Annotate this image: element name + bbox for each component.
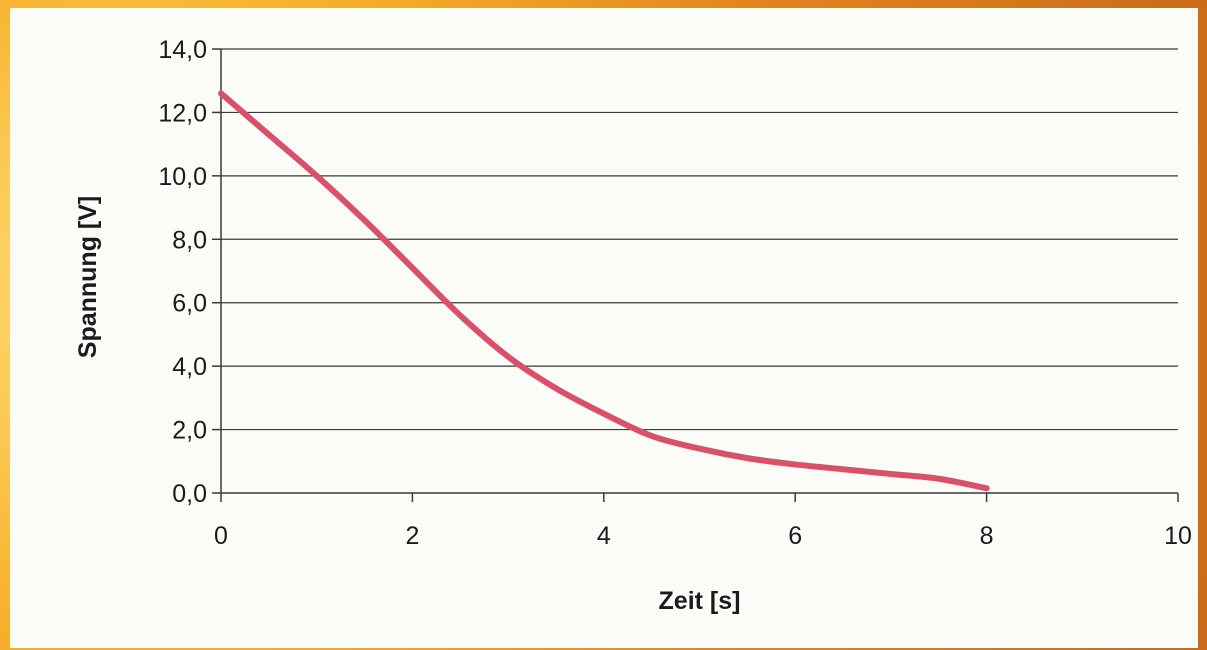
x-tick-label: 4 [597,522,611,550]
x-tick-label: 6 [788,522,802,550]
x-tick-label: 0 [214,522,228,550]
line-chart: 0,0 2,0 4,0 6,0 8,0 10,0 12,0 14,0 0 2 4 6 8 10 Zeit … [74,36,1192,615]
y-tick-label: 4,0 [172,353,207,381]
y-tick-label: 0,0 [172,480,207,508]
gridlines [221,48,1178,431]
chart-area: 0,0 2,0 4,0 6,0 8,0 10,0 12,0 14,0 0 2 4 6 8 10 Zeit … [10,8,1198,648]
x-tick-label: 8 [980,522,994,550]
y-tick-label: 14,0 [158,36,207,64]
axes [212,48,1179,502]
x-tick-label: 10 [1164,522,1192,550]
y-axis-title: Spannung [V] [74,196,102,358]
y-tick-label: 2,0 [172,417,207,445]
y-tick-label: 10,0 [158,163,207,191]
tick-labels: 0,0 2,0 4,0 6,0 8,0 10,0 12,0 14,0 0 2 4 6 8 10 [158,36,1192,550]
x-tick-label: 2 [405,522,419,550]
series-layer [218,90,990,492]
y-tick-label: 12,0 [158,99,207,127]
y-tick-label: 8,0 [172,226,207,254]
series-line [218,90,990,492]
y-tick-label: 6,0 [172,290,207,318]
x-axis-title: Zeit [s] [659,587,741,615]
